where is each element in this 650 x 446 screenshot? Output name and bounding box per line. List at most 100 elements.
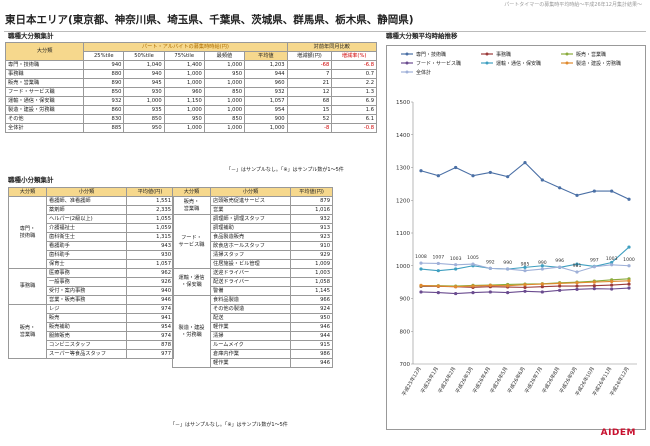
minor-row-name: 服飾販売 <box>46 331 127 341</box>
major-cell-p25: 830 <box>83 114 125 124</box>
minor-row-avg: 1,058 <box>290 277 333 287</box>
minor-row-avg: 1,551 <box>126 196 174 206</box>
minor-section-title: 職種小分類集計 <box>8 176 54 184</box>
major-header-yoy-group: 対前年同月比較 <box>286 42 378 52</box>
minor-row-name: 住居施設・ビル管理 <box>210 259 291 269</box>
x-tick-label: 平成26年3月 <box>454 366 475 395</box>
major-row-name: 全体計 <box>4 123 85 133</box>
minor-row-avg: 926 <box>126 277 174 287</box>
minor-row-name: 軽作業 <box>210 358 291 368</box>
major-cell-diff: 12 <box>286 87 333 97</box>
minor-header-major: 大分類 <box>172 187 211 197</box>
series-point <box>506 267 510 271</box>
trend-section-title: 職種大分類平均時給推移 <box>386 32 458 40</box>
minor-row-name: 倉庫内作業 <box>210 349 291 359</box>
major-cell-rate: 1.3 <box>331 87 377 97</box>
series-point <box>575 193 579 197</box>
major-cell-avg: 1,057 <box>244 96 288 106</box>
minor-row-avg: 941 <box>126 313 174 323</box>
legend-marker <box>485 61 489 65</box>
minor-row-name: 清掃 <box>210 331 291 341</box>
series-point <box>610 260 614 265</box>
series-point <box>558 281 562 286</box>
minor-row-avg: 1,003 <box>290 268 333 278</box>
minor-footnote: 「－」はサンプルなし。「※」はサンプル数が1〜5件 <box>170 422 288 428</box>
major-cell-avg: 932 <box>244 87 288 97</box>
major-row: 専門・技術職 940 1,040 1,400 1,000 1,203 -68 -6.8 <box>4 60 377 70</box>
header-note: パートタイマーの募集時平均時給〜平成26年12月集計結果〜 <box>504 2 642 8</box>
legend-label: 運輸・通信・保安職 <box>496 60 541 67</box>
major-row-name: 販売・営業職 <box>4 78 85 88</box>
minor-row-name: 警備 <box>210 286 291 296</box>
series-point <box>488 290 492 294</box>
x-tick-label: 平成26年5月 <box>489 366 510 395</box>
minor-row-avg: 1,055 <box>126 214 174 224</box>
major-cell-rate: 0.7 <box>331 69 377 79</box>
major-row-name: 運輸・通信・保安職 <box>4 96 85 106</box>
minor-row: 事務職 医療事務 962 <box>8 268 174 305</box>
data-label: 1003 <box>606 256 618 262</box>
brand-logo: AIDEM <box>600 428 636 438</box>
major-cell-rate: 1.6 <box>331 105 377 115</box>
series-point <box>419 283 423 287</box>
series-point <box>454 285 458 289</box>
y-tick-label: 900 <box>400 297 411 303</box>
minor-row-avg: 879 <box>290 196 333 206</box>
data-label: 992 <box>486 259 495 265</box>
minor-row-avg: 962 <box>126 268 174 278</box>
minor-row-avg: 2,335 <box>126 205 174 215</box>
y-tick-label: 1000 <box>396 264 410 270</box>
major-cell-p75: 1,000 <box>163 78 205 88</box>
minor-row: 専門・ 技術職 看護師、准看護師 1,551 <box>8 196 174 269</box>
minor-row-avg: 1,016 <box>290 205 333 215</box>
legend-label: 専門・技術職 <box>416 51 446 58</box>
series-point <box>592 280 596 284</box>
major-cell-p25: 850 <box>83 87 125 97</box>
minor-group-label: 事務職 <box>8 268 47 305</box>
minor-row-name: 看護師、准看護師 <box>46 196 127 206</box>
minor-header-avg: 平均値(円) <box>290 187 333 197</box>
series-point <box>592 284 596 288</box>
major-cell-p50: 935 <box>123 105 165 115</box>
major-cell-p50: 850 <box>123 114 165 124</box>
minor-group-label: 専門・ 技術職 <box>8 196 47 269</box>
series-point <box>436 269 440 273</box>
minor-row-name: レジ <box>46 304 127 314</box>
top-rule <box>4 31 646 32</box>
minor-row-avg: 913 <box>290 223 333 233</box>
major-cell-avg: 954 <box>244 105 288 115</box>
major-cell-mode: 850 <box>203 87 246 97</box>
major-cell-mode: 1,000 <box>203 60 246 70</box>
page-title: 東日本エリア(東京都、神奈川県、埼玉県、千葉県、茨城県、群馬県、栃木県、静岡県) <box>5 14 414 26</box>
legend-marker <box>565 61 569 65</box>
series-point <box>471 174 475 178</box>
minor-row-name: 配送ドライバー <box>210 277 291 287</box>
minor-row-avg: 1,145 <box>290 286 333 296</box>
major-cell-mode: 850 <box>203 114 246 124</box>
major-cell-avg: 944 <box>244 69 288 79</box>
minor-row-avg: 974 <box>126 304 174 314</box>
minor-row-name: 食料品製造 <box>210 295 291 305</box>
series-point <box>610 279 614 284</box>
series-point <box>558 265 562 269</box>
minor-row-avg: 924 <box>290 304 333 314</box>
x-tick-label: 平成25年12月 <box>400 366 422 398</box>
series-point <box>540 178 544 182</box>
series-point <box>523 265 527 269</box>
minor-row-name: 受付・案内事務 <box>46 286 127 296</box>
major-cell-p25: 940 <box>83 60 125 70</box>
minor-row-name: 一般事務 <box>46 277 127 287</box>
minor-row: スーパー等食品スタッフ 977 <box>9 349 174 359</box>
y-tick-label: 700 <box>400 362 411 368</box>
minor-row-avg: 940 <box>126 286 174 296</box>
major-cell-rate: 6.1 <box>331 114 377 124</box>
major-cell-p50: 940 <box>123 69 165 79</box>
major-cell-p75: 960 <box>163 87 205 97</box>
series-point <box>627 264 631 268</box>
major-cell-diff: -8 <box>286 123 333 133</box>
major-cell-diff: 15 <box>286 105 333 115</box>
y-tick-label: 1200 <box>396 198 410 204</box>
series-point <box>575 284 579 288</box>
major-cell-p25: 860 <box>83 105 125 115</box>
minor-row-name: コンビニスタッフ <box>46 340 127 350</box>
